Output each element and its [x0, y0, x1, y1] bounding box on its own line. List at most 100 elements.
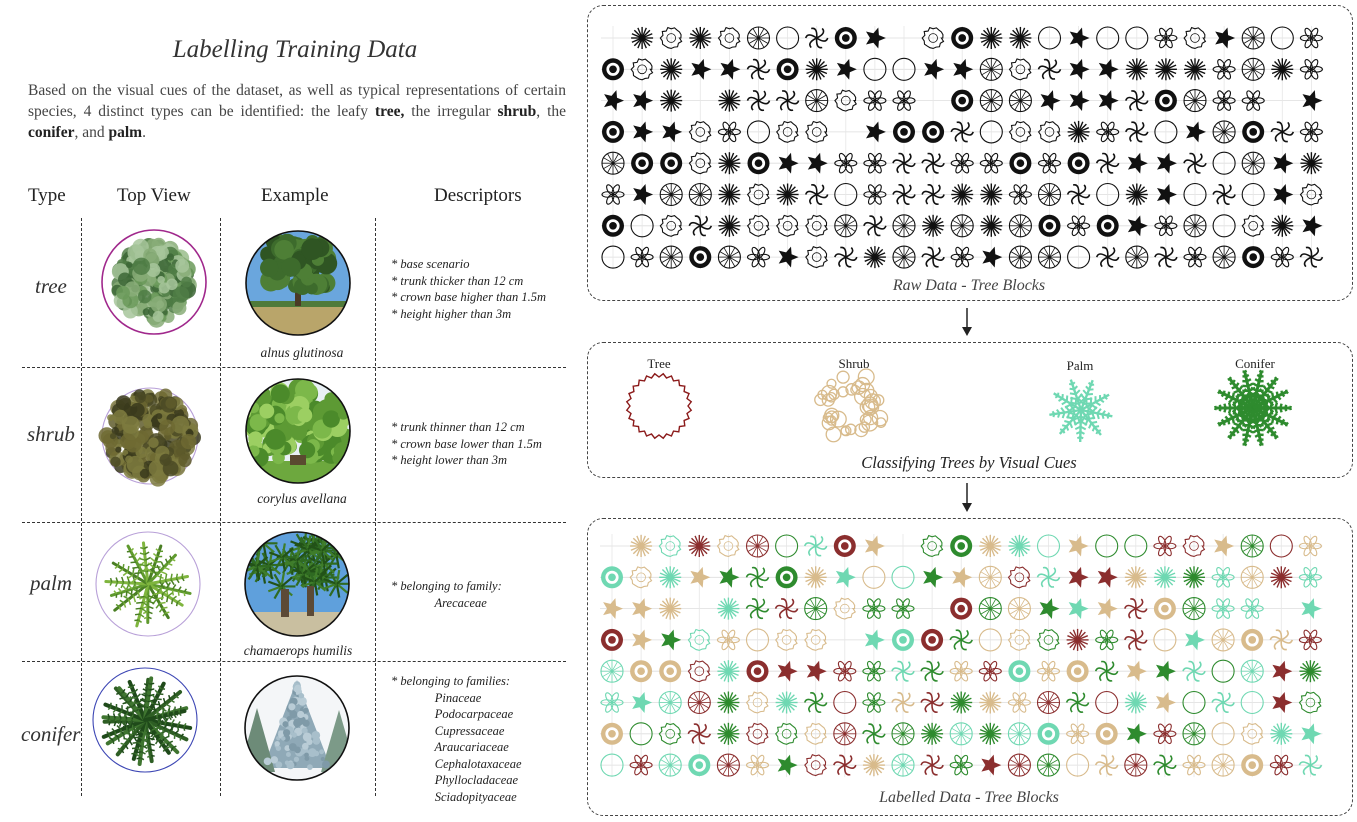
tree-block: [778, 152, 799, 174]
tree-block: [660, 152, 683, 175]
tree-block: [633, 90, 654, 112]
tree-block: [952, 566, 973, 588]
tree-block: [1153, 754, 1177, 776]
tree-block: [805, 89, 829, 113]
tree-block: [1212, 59, 1236, 80]
tree-block: [1269, 534, 1293, 558]
tree-block: [718, 89, 741, 112]
tree-block: [1124, 629, 1148, 651]
top-view-palm: [95, 531, 201, 637]
tree-block: [1065, 692, 1090, 713]
tree-block: [659, 26, 683, 50]
tree-block: [1008, 184, 1032, 205]
tree-block: [922, 214, 945, 237]
tree-block: [1153, 628, 1177, 652]
tree-block: [1301, 598, 1322, 620]
tree-block: [747, 152, 770, 175]
classify-panel: [587, 342, 1353, 478]
tree-block: [1096, 182, 1120, 207]
top-view-ring: [95, 531, 201, 637]
tree-block: [659, 660, 682, 683]
tree-block: [924, 58, 945, 80]
tree-block: [603, 598, 623, 620]
header-example: Example: [261, 185, 329, 206]
tree-block: [1156, 692, 1176, 713]
tree-block: [1240, 565, 1264, 589]
intro-bold-term: palm: [108, 124, 143, 141]
tree-block: [1068, 566, 1089, 588]
tree-block: [717, 121, 741, 143]
tree-block: [1036, 690, 1061, 715]
tree-block: [1156, 660, 1176, 682]
tree-block: [920, 754, 944, 776]
tree-block: [921, 152, 945, 174]
tree-block: [1036, 753, 1061, 777]
tree-block: [1124, 566, 1147, 589]
tree-block: [1215, 27, 1236, 49]
tree-block: [1007, 566, 1031, 589]
tree-block: [949, 660, 973, 682]
tree-block: [1007, 722, 1031, 746]
tree-block: [804, 722, 827, 745]
tree-block: [1095, 690, 1119, 715]
row-divider: [22, 522, 566, 523]
example-photo-border: [245, 230, 351, 336]
tree-block: [863, 215, 887, 237]
tree-block: [980, 183, 1003, 206]
class-label-conifer: Conifer: [1235, 356, 1275, 371]
tree-block: [775, 691, 798, 714]
tree-block: [804, 27, 829, 49]
tree-block: [891, 722, 915, 746]
tree-block: [1125, 90, 1149, 112]
tree-block: [1302, 215, 1323, 237]
tree-block: [746, 58, 771, 80]
tree-block: [979, 152, 1003, 174]
tree-block: [949, 629, 973, 651]
tree-block: [1241, 182, 1265, 207]
tree-block: [805, 58, 828, 81]
tree-block: [803, 535, 828, 557]
tree-block: [1068, 598, 1089, 620]
tree-block: [1037, 182, 1062, 207]
tree-block: [1039, 598, 1060, 620]
row-divider: [22, 367, 566, 368]
tree-block: [633, 184, 654, 205]
tree-block: [746, 183, 770, 206]
tree-block: [1036, 566, 1061, 588]
classify-caption: Classifying Trees by Visual Cues: [861, 453, 1077, 472]
tree-block: [1069, 58, 1090, 80]
tree-block: [717, 722, 740, 745]
tree-block: [1241, 57, 1265, 81]
tree-block: [1096, 121, 1120, 143]
tree-block: [688, 754, 711, 777]
tree-block: [892, 57, 916, 81]
tree-block: [1154, 89, 1177, 112]
intro-text: , the: [536, 103, 566, 120]
tree-block: [629, 754, 653, 776]
tree-block: [659, 566, 682, 589]
tree-block: [1007, 597, 1031, 621]
intro-bold-term: shrub: [497, 103, 537, 120]
tree-block: [1098, 58, 1119, 80]
tree-block: [688, 182, 712, 207]
tree-block: [688, 535, 711, 557]
tree-block: [746, 26, 771, 50]
tree-block: [1008, 535, 1031, 557]
tree-block: [834, 27, 857, 49]
tree-block: [717, 691, 740, 714]
tree-block: [979, 535, 1002, 557]
tree-block: [1068, 535, 1089, 557]
tree-block: [659, 214, 683, 237]
example-photo-border: [245, 378, 351, 484]
tree-block: [716, 753, 740, 777]
tree-block: [920, 660, 944, 682]
tree-block: [1211, 722, 1235, 746]
tree-block: [953, 58, 974, 80]
tree-block: [920, 534, 944, 558]
tree-block: [1211, 753, 1235, 777]
tree-block: [950, 535, 973, 557]
tree-block: [1037, 26, 1062, 50]
tree-block: [1127, 152, 1148, 174]
tree-block: [1125, 245, 1149, 269]
tree-block: [1094, 754, 1119, 776]
